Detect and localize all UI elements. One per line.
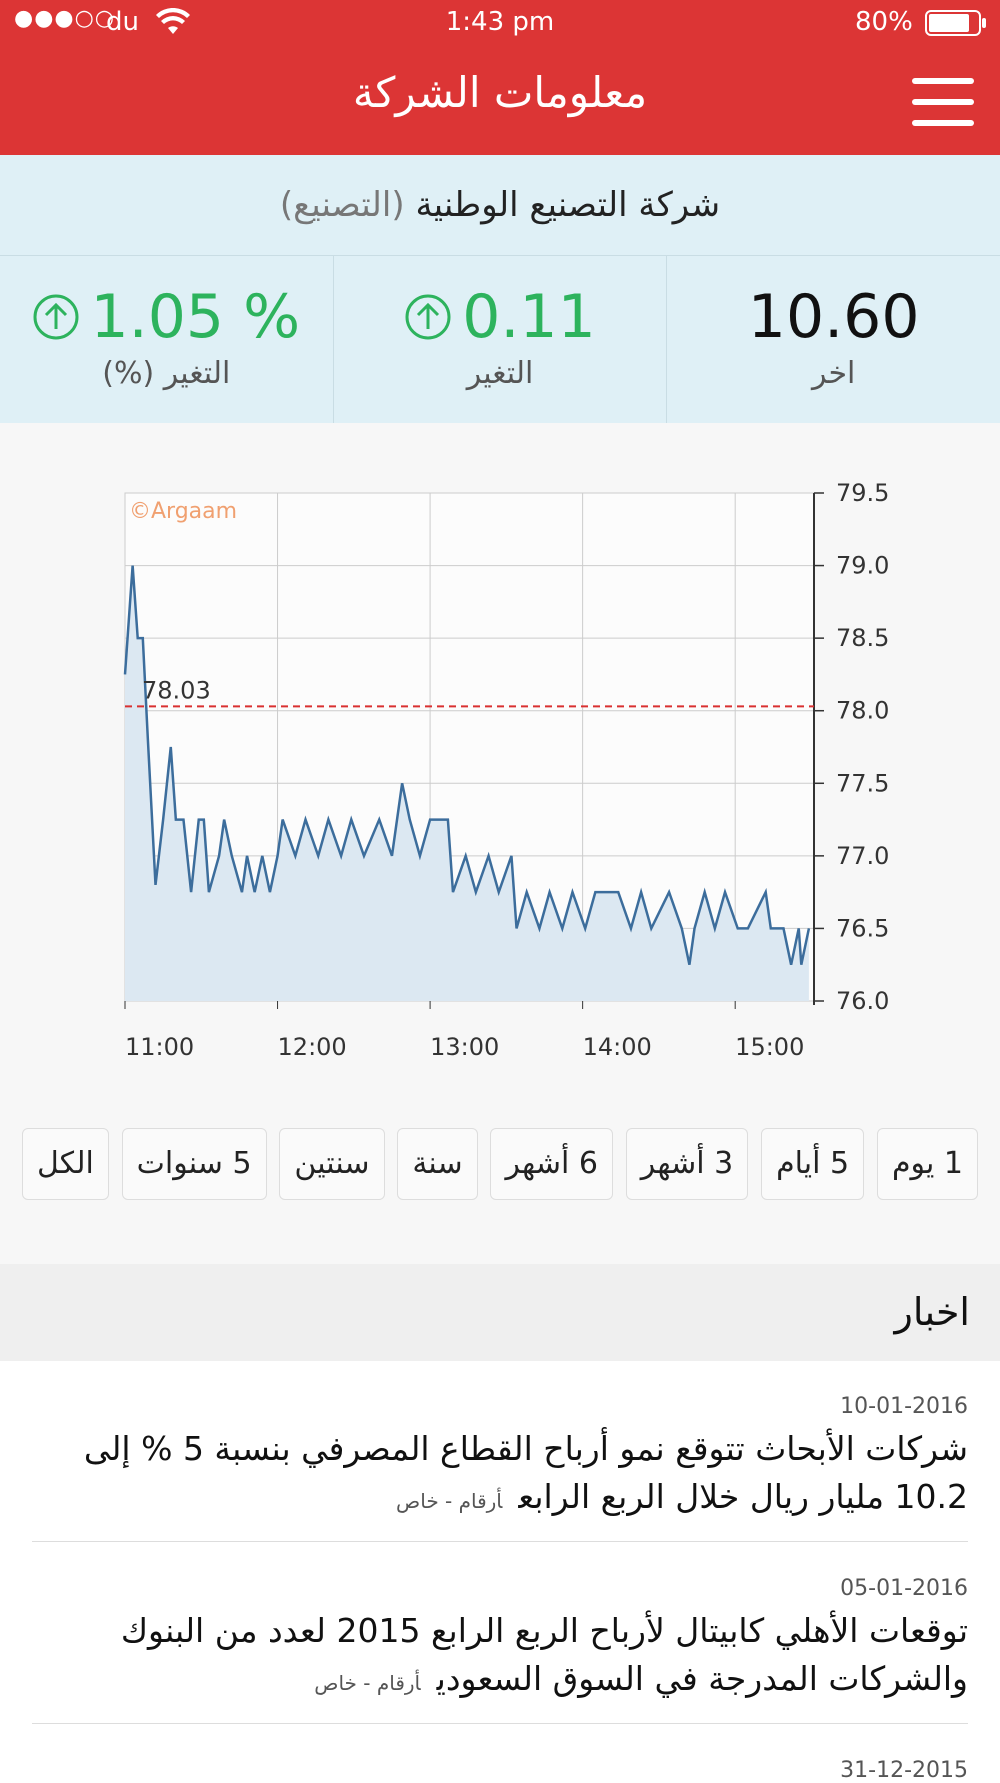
stat-value: 10.60 — [747, 282, 920, 352]
nav-bar: معلومات الشركة — [0, 46, 1000, 155]
news-headline: شركات الأبحاث تتوقع نمو أرباح القطاع الم… — [32, 1425, 968, 1525]
y-tick-label: 79.0 — [836, 552, 889, 580]
headline-text: توقعات الأهلي كابيتال لأرباح الربع الراب… — [120, 1611, 968, 1698]
battery-icon — [925, 10, 986, 36]
menu-button[interactable] — [912, 78, 974, 126]
watermark: ©Argaam — [129, 499, 237, 524]
news-headline: توقعات الأهلي كابيتال لأرباح الربع الراب… — [32, 1607, 968, 1707]
period-button[interactable]: 5 سنوات — [121, 1128, 267, 1200]
y-tick-label: 76.0 — [836, 987, 889, 1015]
x-tick-label: 12:00 — [278, 1033, 347, 1061]
stat-change-pct: 1.05 % التغير (%) — [0, 256, 333, 423]
stat-label: التغير — [466, 356, 534, 391]
up-arrow-icon — [33, 294, 79, 340]
stat-value: 0.11 — [462, 282, 596, 352]
period-button[interactable]: 5 أيام — [761, 1128, 865, 1200]
x-tick-label: 14:00 — [583, 1033, 652, 1061]
stat-last: 10.60 اخر — [666, 256, 1000, 423]
news-source: أرقام - خاص — [396, 1489, 503, 1513]
period-button[interactable]: سنة — [397, 1128, 478, 1200]
headline-text: شركات الأبحاث تتوقع نمو أرباح القطاع الم… — [83, 1429, 968, 1516]
line — [123, 565, 811, 965]
news-item[interactable]: 05-01-2016 توقعات الأهلي كابيتال لأرباح ا… — [32, 1576, 968, 1724]
status-bar: ●●●○○ du 1:43 pm 80% — [0, 0, 1000, 46]
news-date: 05-01-2016 — [840, 1576, 968, 1601]
company-name: شركة التصنيع الوطنية — [415, 185, 721, 225]
x-tick-label: 13:00 — [430, 1033, 499, 1061]
period-button[interactable]: سنتين — [279, 1128, 385, 1200]
battery-level: 80% — [855, 7, 913, 37]
y-tick-label: 78.5 — [836, 624, 889, 652]
period-button[interactable]: 3 أشهر — [625, 1128, 749, 1200]
stat-label: التغير (%) — [102, 356, 231, 391]
period-button[interactable]: 6 أشهر — [490, 1128, 613, 1200]
area — [125, 565, 809, 1001]
y-tick-label: 78.0 — [836, 697, 889, 725]
news-item: 31-12-2015 — [32, 1758, 968, 1783]
period-button[interactable]: 1 يوم — [876, 1128, 978, 1200]
period-selector: 1 يوم 5 أيام 3 أشهر 6 أشهر سنة سنتين 5 سنوات ال… — [22, 1128, 978, 1200]
y-tick-label: 76.5 — [836, 914, 889, 942]
up-arrow-icon — [405, 294, 451, 340]
stat-label: اخر — [811, 356, 856, 391]
carrier: du — [106, 7, 139, 37]
stat-change: 0.11 التغير — [332, 256, 667, 423]
y-tick-label: 77.5 — [836, 769, 889, 797]
reference-label: 78.03 — [142, 676, 211, 704]
news-header: اخبار — [0, 1264, 1000, 1361]
x-tick-label: 15:00 — [735, 1033, 804, 1061]
signal: ●●●○○ — [14, 6, 115, 31]
period-button[interactable]: الكل — [22, 1128, 109, 1200]
chart-panel: 76.0 76.5 77.0 77.5 78.0 78.5 79.0 79.5 11:00 12:… — [0, 423, 1000, 1264]
news-date: 31-12-2015 — [840, 1758, 968, 1783]
news-item[interactable]: 10-01-2016 شركات الأبحاث تتوقع نمو أرباح … — [32, 1394, 968, 1542]
news-date: 10-01-2016 — [840, 1394, 968, 1419]
stat-value: 1.05 % — [90, 282, 301, 352]
y-tick-label: 79.5 — [836, 479, 889, 507]
stats-row: 10.60 اخر 0.11 التغير 1.05 % التغير (%) — [0, 256, 1000, 423]
company-bar: شركة التصنيع الوطنية (التصنيع) — [0, 155, 1000, 256]
price-chart: 76.0 76.5 77.0 77.5 78.0 78.5 79.0 79.5 11:00 12:… — [123, 479, 889, 1061]
x-tick-label: 11:00 — [125, 1033, 194, 1061]
page-title: معلومات الشركة — [352, 68, 648, 117]
clock: 1:43 pm — [445, 7, 555, 37]
company-symbol: (التصنيع) — [279, 185, 405, 225]
news-source: أرقام - خاص — [314, 1671, 421, 1695]
wifi-icon — [156, 8, 190, 34]
y-tick-label: 77.0 — [836, 842, 889, 870]
